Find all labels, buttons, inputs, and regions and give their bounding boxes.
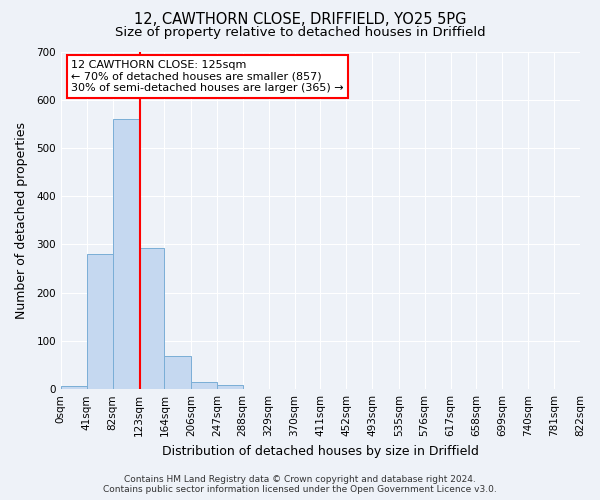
Text: 12, CAWTHORN CLOSE, DRIFFIELD, YO25 5PG: 12, CAWTHORN CLOSE, DRIFFIELD, YO25 5PG — [134, 12, 466, 28]
Bar — [113, 119, 139, 389]
Bar — [191, 382, 217, 389]
Bar — [61, 386, 87, 389]
Y-axis label: Number of detached properties: Number of detached properties — [15, 122, 28, 319]
Text: Size of property relative to detached houses in Driffield: Size of property relative to detached ho… — [115, 26, 485, 39]
Text: 12 CAWTHORN CLOSE: 125sqm
← 70% of detached houses are smaller (857)
30% of semi: 12 CAWTHORN CLOSE: 125sqm ← 70% of detac… — [71, 60, 344, 93]
Bar — [164, 356, 191, 389]
Bar — [139, 248, 164, 389]
X-axis label: Distribution of detached houses by size in Driffield: Distribution of detached houses by size … — [162, 444, 479, 458]
Text: Contains HM Land Registry data © Crown copyright and database right 2024.
Contai: Contains HM Land Registry data © Crown c… — [103, 474, 497, 494]
Bar — [217, 386, 243, 389]
Bar — [87, 254, 113, 389]
